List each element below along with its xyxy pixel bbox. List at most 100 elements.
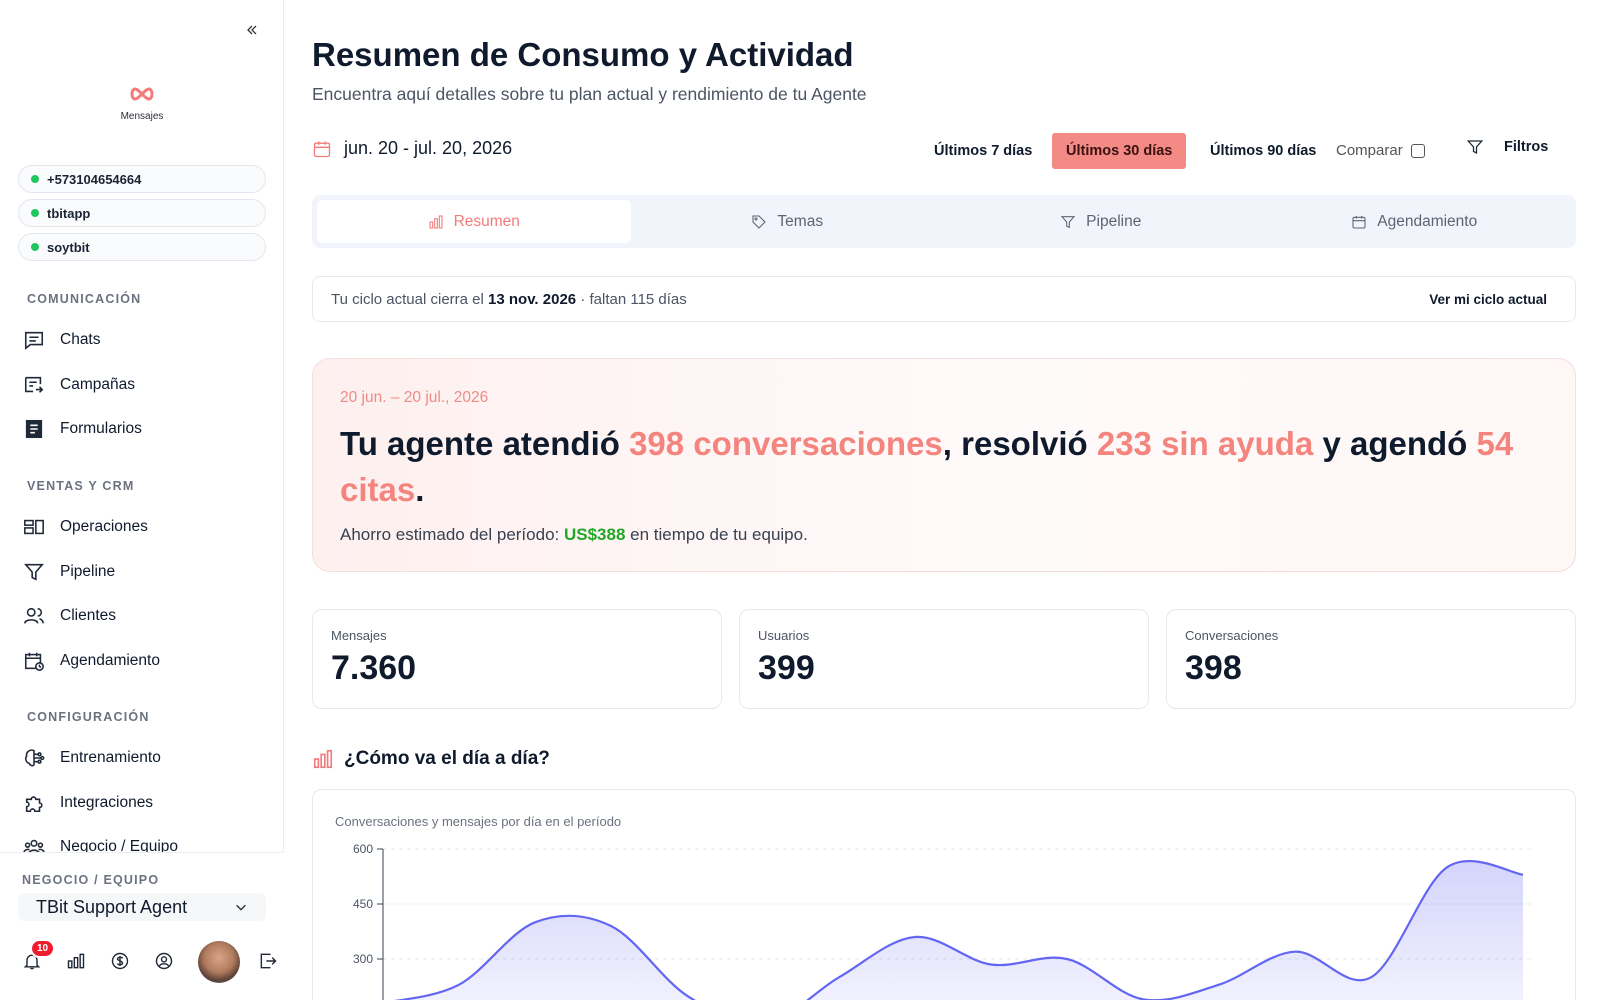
analytics-button[interactable] bbox=[66, 951, 88, 973]
stat-label: Usuarios bbox=[758, 628, 810, 643]
y-tick-label: 600 bbox=[353, 842, 373, 856]
compare-checkbox[interactable] bbox=[1410, 143, 1425, 158]
nav-section-ventas: VENTAS Y CRM Operaciones Pipeline Client… bbox=[0, 479, 284, 683]
app-logo[interactable]: Mensajes bbox=[0, 86, 284, 122]
tab-label: Pipeline bbox=[1086, 212, 1142, 230]
sidebar-item-integraciones[interactable]: Integraciones bbox=[0, 781, 284, 826]
filters-label: Filtros bbox=[1504, 139, 1549, 155]
funnel-icon bbox=[22, 560, 46, 584]
calendar-icon bbox=[313, 141, 331, 157]
dollar-icon bbox=[111, 952, 129, 970]
sidebar-item-label: Chats bbox=[60, 331, 101, 349]
billing-button[interactable] bbox=[110, 951, 132, 973]
page-subtitle: Encuentra aquí detalles sobre tu plan ac… bbox=[312, 84, 867, 104]
sidebar-item-label: Clientes bbox=[60, 607, 116, 625]
billing-cycle-bar: Tu ciclo actual cierra el 13 nov. 2026 ·… bbox=[312, 276, 1576, 322]
tab-pipeline[interactable]: Pipeline bbox=[944, 200, 1258, 243]
agent-name: TBit Support Agent bbox=[36, 896, 188, 917]
sidebar-item-clientes[interactable]: Clientes bbox=[0, 594, 284, 639]
toolbar: jun. 20 - jul. 20, 2026 Últimos 7 días Ú… bbox=[312, 132, 1578, 170]
stat-value: 398 bbox=[1185, 649, 1242, 687]
stats-row: Mensajes 7.360 Usuarios 399 Conversacion… bbox=[312, 609, 1576, 709]
section-title-text: ¿Cómo va el día a día? bbox=[344, 748, 550, 769]
user-circle-icon bbox=[155, 952, 173, 970]
channel-label: +573104654664 bbox=[47, 171, 142, 187]
date-range-picker[interactable]: jun. 20 - jul. 20, 2026 bbox=[312, 138, 512, 159]
y-tick-label: 300 bbox=[353, 952, 373, 966]
summary-text: . bbox=[415, 471, 425, 508]
summary-text: , resolvió bbox=[942, 425, 1097, 462]
summary-text: y agendó bbox=[1313, 425, 1477, 462]
sidebar-item-campanas[interactable]: Campañas bbox=[0, 363, 284, 408]
filters-button[interactable]: Filtros bbox=[1466, 138, 1548, 156]
tab-label: Temas bbox=[777, 212, 824, 230]
sidebar-item-operaciones[interactable]: Operaciones bbox=[0, 505, 284, 550]
bar-chart-icon bbox=[313, 749, 333, 769]
tag-icon bbox=[752, 214, 767, 229]
channel-item[interactable]: soytbit bbox=[18, 233, 266, 261]
daily-area-chart: 600 450 300 bbox=[353, 842, 1533, 1000]
campaign-icon bbox=[22, 373, 46, 397]
tab-resumen[interactable]: Resumen bbox=[317, 200, 631, 243]
view-cycle-link[interactable]: Ver mi ciclo actual bbox=[1429, 291, 1547, 307]
puzzle-icon bbox=[22, 791, 46, 815]
chat-icon bbox=[22, 328, 46, 352]
range-7-days-button[interactable]: Últimos 7 días bbox=[934, 143, 1033, 159]
channel-item[interactable]: +573104654664 bbox=[18, 165, 266, 193]
sidebar-item-label: Operaciones bbox=[60, 518, 148, 536]
channel-item[interactable]: tbitapp bbox=[18, 199, 266, 227]
logout-button[interactable] bbox=[258, 951, 280, 973]
sidebar-item-pipeline[interactable]: Pipeline bbox=[0, 550, 284, 595]
collapse-sidebar-icon[interactable] bbox=[244, 22, 264, 42]
sidebar-item-formularios[interactable]: Formularios bbox=[0, 407, 284, 452]
cycle-info: Tu ciclo actual cierra el 13 nov. 2026 ·… bbox=[331, 291, 687, 308]
clients-icon bbox=[22, 604, 46, 628]
notification-count-badge: 10 bbox=[30, 939, 56, 958]
range-90-days-button[interactable]: Últimos 90 días bbox=[1210, 143, 1317, 159]
compare-toggle[interactable]: Comparar bbox=[1336, 142, 1425, 159]
tab-bar: Resumen Temas Pipeline Agendamiento bbox=[312, 195, 1576, 248]
daily-chart-card: Conversaciones y mensajes por día en el … bbox=[312, 789, 1576, 1000]
sidebar-footer: NEGOCIO / EQUIPO TBit Support Agent 10 bbox=[0, 852, 284, 1000]
nav-heading: CONFIGURACIÓN bbox=[27, 710, 150, 724]
page-title: Resumen de Consumo y Actividad bbox=[312, 36, 854, 73]
sidebar-item-chats[interactable]: Chats bbox=[0, 318, 284, 363]
chevron-down-icon bbox=[236, 904, 246, 911]
summary-period: 20 jun. – 20 jul., 2026 bbox=[340, 389, 489, 406]
sidebar-item-entrenamiento[interactable]: Entrenamiento bbox=[0, 736, 284, 781]
calendar-icon bbox=[22, 649, 46, 673]
sidebar-item-label: Formularios bbox=[60, 420, 142, 438]
nav-section-configuracion: CONFIGURACIÓN Entrenamiento Integracione… bbox=[0, 710, 284, 870]
chart-title: Conversaciones y mensajes por día en el … bbox=[335, 814, 622, 829]
range-30-days-button[interactable]: Últimos 30 días bbox=[1052, 133, 1187, 169]
y-tick-label: 450 bbox=[353, 897, 373, 911]
series-line bbox=[394, 860, 1524, 1000]
savings-suffix: en tiempo de tu equipo. bbox=[625, 525, 808, 544]
appointments-highlight: 54 citas bbox=[340, 425, 1514, 508]
funnel-icon bbox=[1060, 215, 1076, 228]
sidebar-item-label: Entrenamiento bbox=[60, 749, 161, 767]
stat-card-conversaciones: Conversaciones 398 bbox=[1166, 609, 1576, 709]
user-avatar[interactable] bbox=[198, 941, 240, 983]
agent-selector[interactable]: TBit Support Agent bbox=[18, 893, 266, 921]
brain-icon bbox=[22, 746, 46, 770]
sidebar-item-label: Pipeline bbox=[60, 562, 116, 580]
date-range-label: jun. 20 - jul. 20, 2026 bbox=[344, 138, 513, 158]
channel-label: tbitapp bbox=[47, 205, 91, 221]
tab-temas[interactable]: Temas bbox=[631, 200, 945, 243]
form-icon bbox=[22, 417, 46, 441]
resolved-highlight: 233 sin ayuda bbox=[1096, 425, 1314, 462]
notifications-button[interactable]: 10 bbox=[22, 939, 56, 973]
stat-value: 399 bbox=[758, 649, 815, 687]
profile-button[interactable] bbox=[154, 951, 176, 973]
cycle-remaining: · faltan 115 días bbox=[580, 290, 687, 308]
conversations-highlight: 398 conversaciones bbox=[629, 425, 943, 462]
sidebar-item-agendamiento[interactable]: Agendamiento bbox=[0, 639, 284, 684]
logout-icon bbox=[260, 953, 277, 969]
daily-section-title: ¿Cómo va el día a día? bbox=[312, 748, 550, 770]
stat-card-usuarios: Usuarios 399 bbox=[739, 609, 1149, 709]
channel-label: soytbit bbox=[47, 239, 90, 255]
bar-chart-icon bbox=[429, 214, 443, 229]
cycle-prefix: Tu ciclo actual cierra el bbox=[331, 290, 484, 308]
tab-agendamiento[interactable]: Agendamiento bbox=[1258, 200, 1572, 243]
